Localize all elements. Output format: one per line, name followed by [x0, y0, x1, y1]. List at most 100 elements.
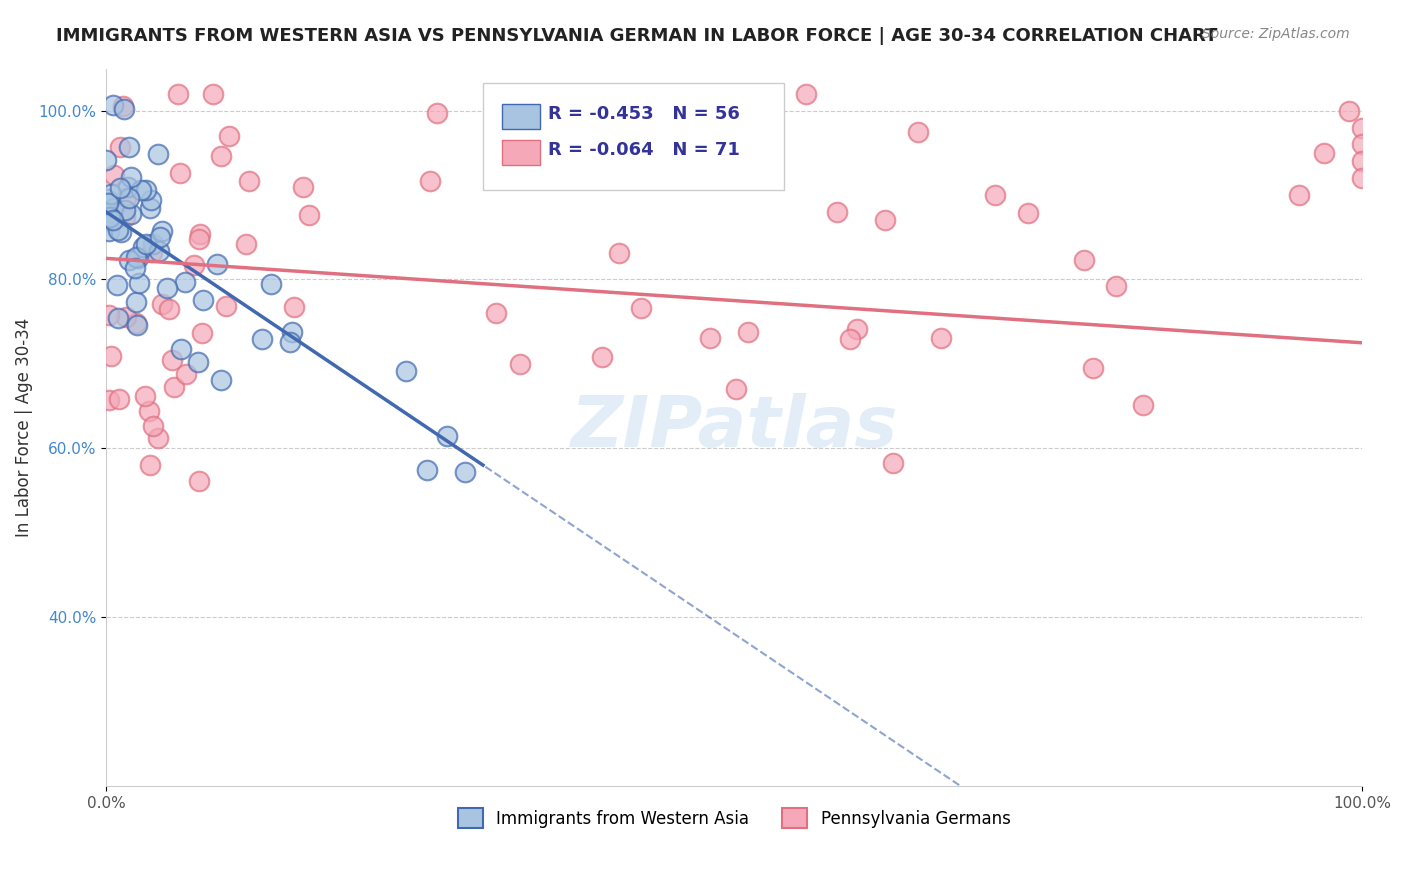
Point — [1339, 103, 1361, 118]
Point — [101, 214, 124, 228]
Point — [1288, 188, 1310, 202]
Point — [630, 301, 652, 315]
Point — [250, 332, 273, 346]
Point — [426, 106, 449, 120]
Point — [436, 429, 458, 443]
Point — [131, 183, 153, 197]
Point — [98, 210, 121, 224]
Point — [148, 244, 170, 258]
Bar — [502, 104, 540, 129]
Point — [1083, 360, 1105, 375]
Point — [170, 342, 193, 356]
Point — [118, 191, 141, 205]
Point — [127, 318, 149, 333]
Point — [174, 367, 197, 381]
Point — [485, 306, 508, 320]
Point — [495, 87, 517, 101]
Point — [907, 125, 929, 139]
Point — [1073, 253, 1095, 268]
Point — [107, 392, 129, 406]
Point — [740, 121, 762, 136]
Point — [146, 431, 169, 445]
Point — [138, 403, 160, 417]
Point — [105, 278, 128, 293]
Point — [188, 227, 211, 241]
Point — [235, 237, 257, 252]
Point — [218, 128, 240, 143]
Legend: Immigrants from Western Asia, Pennsylvania Germans: Immigrants from Western Asia, Pennsylvan… — [451, 801, 1018, 835]
Point — [97, 308, 120, 322]
Point — [125, 295, 148, 310]
Point — [187, 474, 209, 488]
Point — [157, 301, 180, 316]
Point — [1351, 154, 1374, 169]
Point — [291, 180, 314, 194]
Point — [509, 358, 531, 372]
Point — [103, 201, 125, 215]
Point — [128, 276, 150, 290]
Point — [183, 258, 205, 272]
Point — [150, 296, 173, 310]
Point — [169, 166, 191, 180]
Point — [162, 353, 184, 368]
Point — [737, 325, 759, 339]
Point — [1313, 145, 1336, 160]
Point — [191, 326, 214, 340]
Point — [115, 310, 138, 324]
Point — [205, 257, 228, 271]
Point — [138, 201, 160, 215]
Point — [134, 389, 156, 403]
Point — [724, 382, 747, 396]
Text: R = -0.453   N = 56: R = -0.453 N = 56 — [548, 104, 740, 123]
Point — [201, 87, 224, 101]
Point — [1017, 206, 1039, 220]
Point — [298, 208, 321, 222]
Point — [260, 277, 283, 292]
Point — [117, 180, 139, 194]
Point — [209, 149, 232, 163]
Point — [278, 334, 301, 349]
Point — [112, 103, 135, 117]
Point — [214, 299, 236, 313]
Point — [419, 174, 441, 188]
Point — [591, 350, 613, 364]
Point — [100, 349, 122, 363]
Point — [609, 246, 631, 260]
Point — [156, 281, 179, 295]
Point — [97, 195, 120, 210]
Point — [131, 240, 153, 254]
Point — [103, 212, 125, 227]
Point — [118, 252, 141, 267]
Point — [124, 261, 146, 276]
Point — [110, 225, 132, 239]
Point — [114, 202, 136, 217]
Point — [187, 232, 209, 246]
Point — [96, 192, 118, 206]
Point — [97, 392, 120, 407]
Point — [794, 87, 817, 101]
Point — [112, 99, 135, 113]
Point — [162, 380, 184, 394]
Point — [173, 275, 195, 289]
Point — [135, 183, 157, 197]
Text: IMMIGRANTS FROM WESTERN ASIA VS PENNSYLVANIA GERMAN IN LABOR FORCE | AGE 30-34 C: IMMIGRANTS FROM WESTERN ASIA VS PENNSYLV… — [56, 27, 1218, 45]
Point — [166, 87, 188, 101]
Text: ZIPatlas: ZIPatlas — [571, 392, 898, 462]
Point — [108, 181, 131, 195]
Point — [103, 168, 125, 182]
Point — [98, 210, 121, 224]
Point — [191, 293, 214, 307]
Point — [127, 251, 149, 265]
Point — [142, 418, 165, 433]
Point — [149, 229, 172, 244]
Point — [125, 316, 148, 330]
Point — [120, 207, 142, 221]
Point — [1105, 279, 1128, 293]
Point — [146, 147, 169, 161]
Point — [1351, 120, 1374, 135]
Point — [98, 224, 121, 238]
Point — [141, 244, 163, 259]
Point — [238, 174, 260, 188]
Point — [138, 458, 160, 472]
Point — [142, 237, 165, 252]
